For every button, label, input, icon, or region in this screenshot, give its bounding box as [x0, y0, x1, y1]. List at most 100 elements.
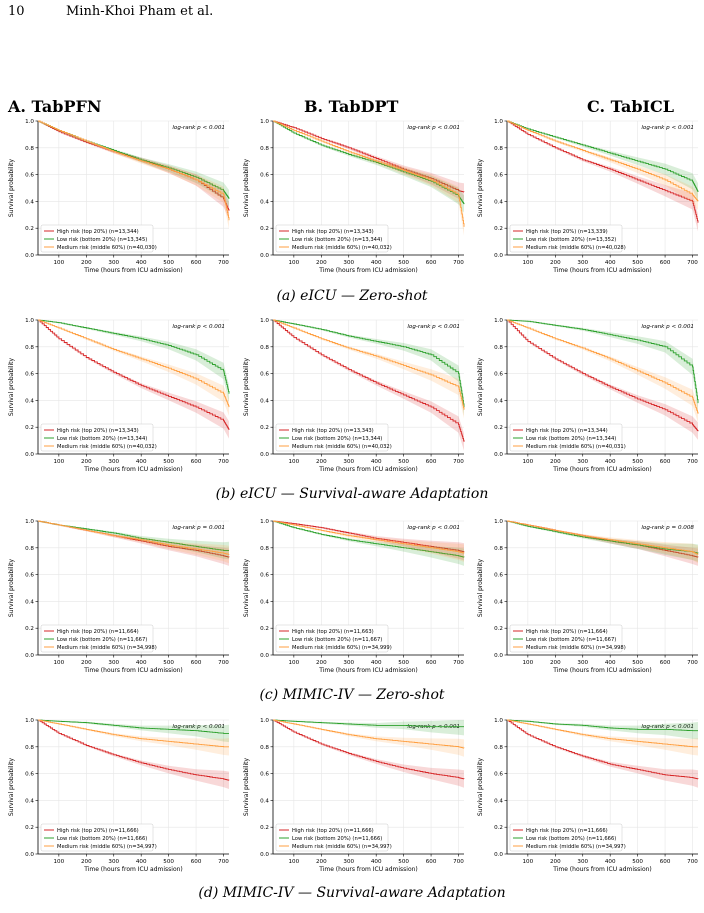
x-axis-label: Time (hours from ICU admission): [552, 667, 652, 674]
x-tick-label: 300: [108, 660, 119, 666]
x-axis-label: Time (hours from ICU admission): [552, 466, 652, 473]
y-tick-label: 0.0: [25, 253, 34, 259]
logrank-annotation: log-rank p < 0.001: [641, 125, 694, 131]
x-tick-label: 100: [523, 859, 534, 865]
series-line-medium: [38, 520, 230, 555]
x-tick-label: 400: [605, 660, 616, 666]
y-tick-label: 1.0: [494, 519, 503, 525]
x-tick-label: 400: [371, 859, 382, 865]
series-line-high: [273, 520, 465, 553]
y-tick-label: 0.6: [25, 173, 34, 179]
legend-entry: Low risk (bottom 20%) (n=13,344): [57, 436, 147, 442]
km-chart: 100 200 300 400 500 600 700 0.0 0.2 0.4 0.6 0.8 1.0 T…: [243, 519, 465, 674]
km-chart: 100 200 300 400 500 600 700 0.0 0.2 0.4 0.6 0.8 1.0 T…: [477, 119, 699, 274]
series-ci-band: [38, 320, 229, 416]
legend-entry: Medium risk (middle 60%) (n=34,997): [526, 844, 626, 850]
y-tick-label: 1.0: [260, 119, 269, 125]
series-line-low: [273, 319, 465, 408]
x-tick-label: 100: [523, 660, 534, 666]
x-tick-label: 200: [550, 859, 561, 865]
x-tick-label: 600: [426, 459, 437, 465]
y-tick-label: 0.6: [25, 573, 34, 579]
legend-box: [275, 624, 389, 653]
km-panel-tabpfn-mimiciv-zeroshot: 100 200 300 400 500 600 700 0.0 0.2 0.4 0.6 0.8 1.0 T…: [4, 517, 232, 677]
km-chart: 100 200 300 400 500 600 700 0.0 0.2 0.4 0.6 0.8 1.0 T…: [477, 318, 699, 473]
x-axis-label: Time (hours from ICU admission): [318, 866, 418, 873]
x-tick-label: 700: [687, 260, 698, 266]
caption-b: (b) eICU — Survival-aware Adaptation: [215, 486, 489, 502]
x-tick-label: 400: [136, 260, 147, 266]
series-line-high: [273, 319, 465, 442]
y-axis-label: Survival probability: [477, 159, 484, 218]
legend-entry: Medium risk (middle 60%) (n=40,032): [292, 245, 392, 251]
series-line-high: [38, 719, 230, 781]
x-axis-label: Time (hours from ICU admission): [552, 267, 652, 274]
x-tick-label: 100: [54, 660, 65, 666]
series-ci-band: [273, 521, 464, 562]
y-tick-label: 0.4: [494, 199, 503, 205]
x-tick-label: 300: [577, 859, 588, 865]
x-tick-label: 300: [108, 459, 119, 465]
y-tick-label: 0.0: [494, 253, 503, 259]
series-ci-band: [273, 521, 464, 566]
km-chart: 100 200 300 400 500 600 700 0.0 0.2 0.4 0.6 0.8 1.0 T…: [477, 519, 699, 674]
km-chart: 100 200 300 400 500 600 700 0.0 0.2 0.4 0.6 0.8 1.0 T…: [8, 119, 230, 274]
legend-entry: Medium risk (middle 60%) (n=40,032): [292, 444, 392, 450]
series-line-high: [273, 719, 465, 780]
logrank-annotation: log-rank p < 0.001: [172, 324, 225, 330]
y-tick-label: 1.0: [260, 718, 269, 724]
x-tick-label: 200: [81, 260, 92, 266]
y-tick-label: 1.0: [25, 318, 34, 324]
logrank-annotation: log-rank p < 0.001: [172, 125, 225, 131]
km-chart: 100 200 300 400 500 600 700 0.0 0.2 0.4 0.6 0.8 1.0 T…: [477, 718, 699, 873]
legend-box: [509, 823, 623, 852]
x-tick-label: 700: [218, 260, 229, 266]
km-panel-tabpfn-eicu-zeroshot: 100 200 300 400 500 600 700 0.0 0.2 0.4 0.6 0.8 1.0 T…: [4, 117, 232, 277]
y-tick-label: 0.2: [494, 825, 503, 831]
series-line-medium: [273, 319, 465, 410]
y-tick-label: 0.4: [260, 398, 269, 404]
y-tick-label: 0.2: [494, 425, 503, 431]
x-tick-label: 100: [523, 260, 534, 266]
y-axis-label: Survival probability: [243, 758, 250, 817]
y-tick-label: 0.0: [494, 653, 503, 659]
x-tick-label: 200: [550, 459, 561, 465]
x-tick-label: 400: [605, 859, 616, 865]
y-tick-label: 0.6: [260, 573, 269, 579]
x-tick-label: 100: [289, 660, 300, 666]
x-tick-label: 700: [218, 660, 229, 666]
km-panel-tabdpt-eicu-adapted: 100 200 300 400 500 600 700 0.0 0.2 0.4 0.6 0.8 1.0 T…: [239, 316, 467, 476]
series-ci-band: [273, 121, 464, 236]
km-panel-tabdpt-mimiciv-adapted: 100 200 300 400 500 600 700 0.0 0.2 0.4 0.6 0.8 1.0 T…: [239, 716, 467, 876]
y-tick-label: 0.2: [260, 425, 269, 431]
legend-box: [275, 823, 389, 852]
y-tick-label: 1.0: [260, 318, 269, 324]
legend-box: [40, 624, 154, 653]
x-tick-label: 700: [453, 660, 464, 666]
x-axis-label: Time (hours from ICU admission): [318, 267, 418, 274]
logrank-annotation: log-rank p < 0.001: [407, 125, 460, 131]
logrank-annotation: log-rank p = 0.008: [641, 525, 694, 531]
x-axis-label: Time (hours from ICU admission): [83, 466, 183, 473]
legend-entry: Medium risk (middle 60%) (n=40,030): [57, 245, 157, 251]
running-head-authors: Minh-Khoi Pham et al.: [66, 4, 214, 19]
series-ci-band: [38, 121, 229, 229]
x-tick-label: 100: [523, 459, 534, 465]
y-tick-label: 1.0: [494, 119, 503, 125]
x-tick-label: 100: [54, 859, 65, 865]
x-tick-label: 300: [108, 260, 119, 266]
km-panel-tabpfn-mimiciv-adapted: 100 200 300 400 500 600 700 0.0 0.2 0.4 0.6 0.8 1.0 T…: [4, 716, 232, 876]
km-panel-tabicl-eicu-zeroshot: 100 200 300 400 500 600 700 0.0 0.2 0.4 0.6 0.8 1.0 T…: [473, 117, 701, 277]
series-line-medium: [273, 719, 465, 749]
series-line-medium: [38, 319, 230, 408]
series-line-low: [507, 319, 699, 404]
series-ci-band: [507, 521, 698, 564]
y-tick-label: 0.2: [260, 825, 269, 831]
legend-entry: Low risk (bottom 20%) (n=11,667): [57, 637, 147, 643]
legend-entry: Low risk (bottom 20%) (n=13,345): [57, 237, 147, 243]
series-line-medium: [507, 120, 699, 202]
x-axis-label: Time (hours from ICU admission): [318, 667, 418, 674]
series-line-low: [273, 719, 464, 728]
column-title-tabpfn: A. TabPFN: [8, 97, 102, 116]
legend-entry: Medium risk (middle 60%) (n=34,998): [57, 645, 157, 651]
